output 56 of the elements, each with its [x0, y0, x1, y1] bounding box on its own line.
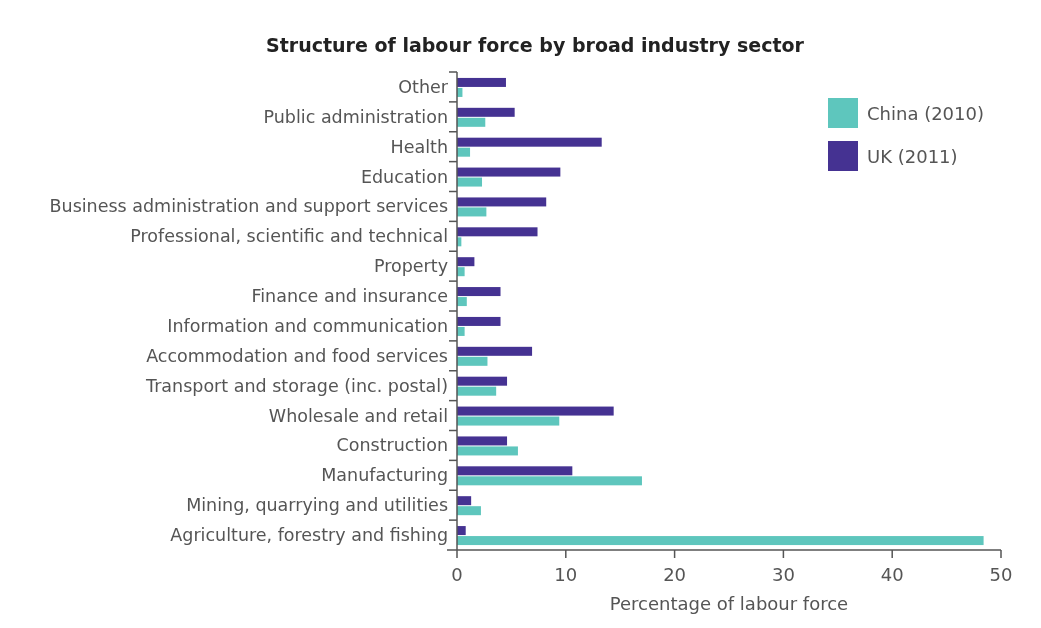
bar — [457, 207, 487, 217]
y-tick-label: Property — [373, 256, 448, 277]
y-tick-label: Finance and insurance — [251, 286, 448, 307]
bar — [457, 77, 506, 87]
y-tick-label: Education — [360, 166, 448, 187]
y-tick-label: Mining, quarrying and utilities — [186, 495, 448, 516]
bar — [457, 297, 467, 307]
bar — [457, 316, 501, 326]
y-tick-label: Wholesale and retail — [268, 405, 448, 426]
bar — [457, 197, 547, 207]
bar — [457, 466, 573, 476]
bar — [457, 416, 560, 426]
x-tick-label: 10 — [554, 564, 578, 585]
x-tick-label: 50 — [989, 564, 1013, 585]
x-tick-label: 40 — [880, 564, 904, 585]
bar — [457, 326, 465, 336]
bar — [457, 496, 472, 506]
legend-label: China (2010) — [867, 103, 984, 124]
bar — [457, 446, 518, 456]
bar — [457, 147, 471, 157]
bar — [457, 267, 465, 277]
y-tick-label: Construction — [336, 435, 448, 456]
bar — [457, 167, 561, 177]
y-tick-label: Health — [390, 136, 448, 157]
x-tick-label: 20 — [663, 564, 687, 585]
x-axis-title: Percentage of labour force — [609, 593, 849, 614]
bar — [457, 287, 501, 297]
y-tick-label: Public administration — [263, 106, 448, 127]
bar — [457, 386, 497, 396]
bar — [457, 177, 483, 187]
y-tick-label: Manufacturing — [321, 465, 448, 486]
bar — [457, 506, 481, 516]
bar — [457, 117, 486, 127]
bar — [457, 346, 533, 356]
legend-label: UK (2011) — [867, 146, 958, 167]
bar — [457, 526, 466, 536]
bar — [457, 356, 488, 366]
y-tick-label: Agriculture, forestry and fishing — [170, 525, 448, 546]
bar — [457, 476, 642, 486]
y-tick-label: Business administration and support services — [49, 196, 448, 217]
bar — [457, 137, 602, 147]
x-tick-label: 0 — [451, 564, 463, 585]
y-tick-label: Accommodation and food services — [146, 345, 448, 366]
bar — [457, 227, 538, 237]
bar — [457, 436, 508, 446]
bar — [457, 376, 508, 386]
y-tick-label: Information and communication — [167, 315, 448, 336]
y-tick-label: Other — [398, 76, 449, 97]
bar — [457, 257, 475, 267]
x-tick-label: 30 — [771, 564, 795, 585]
bar — [457, 536, 984, 546]
bar — [457, 107, 515, 117]
chart-title: Structure of labour force by broad industry sector — [266, 34, 805, 56]
bar — [457, 406, 614, 416]
y-tick-label: Transport and storage (inc. postal) — [145, 375, 448, 396]
y-tick-label: Professional, scientific and technical — [130, 226, 448, 247]
